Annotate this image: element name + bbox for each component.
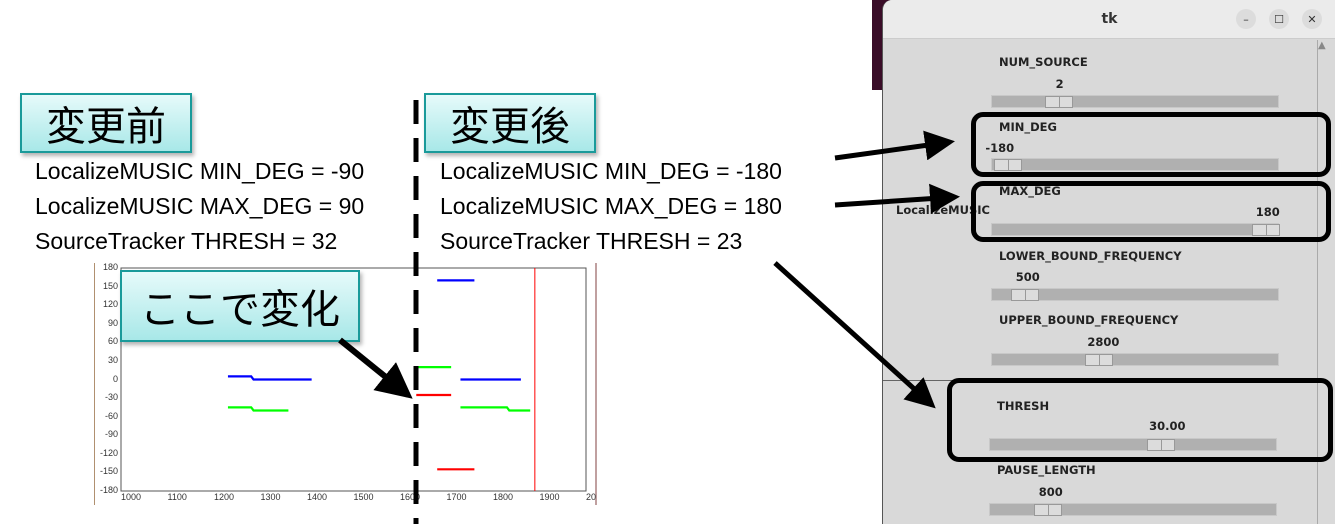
slider-label: UPPER_BOUND_FREQUENCY bbox=[999, 313, 1179, 327]
scroll-up-arrow-icon[interactable]: ▲ bbox=[1318, 40, 1326, 51]
slider-label: LOWER_BOUND_FREQUENCY bbox=[999, 249, 1182, 263]
x-tick-label: 1500 bbox=[353, 492, 374, 502]
after-line-2: LocalizeMUSIC MAX_DEG = 180 bbox=[440, 193, 782, 219]
slider-thumb[interactable] bbox=[994, 159, 1022, 171]
y-tick-label: -180 bbox=[99, 485, 118, 495]
slider-num_source[interactable] bbox=[991, 95, 1279, 108]
tk-window: tk – ☐ ✕ ▲ LocalizeMUSIC NUM_SOURCE 2 MIN_… bbox=[882, 0, 1335, 524]
slider-value: 2 bbox=[1055, 77, 1064, 91]
x-tick-label: 1000 bbox=[121, 492, 142, 502]
slider-upper_bound_frequency[interactable] bbox=[991, 353, 1279, 366]
maximize-button[interactable]: ☐ bbox=[1269, 9, 1289, 29]
arrow-to-chart-change bbox=[338, 337, 413, 399]
slider-label: MAX_DEG bbox=[999, 184, 1061, 198]
arrow-to-thresh bbox=[773, 261, 936, 409]
after-tag-text: 変更後 bbox=[450, 104, 570, 150]
change-tag-text: ここで変化 bbox=[140, 287, 340, 333]
before-line-2: LocalizeMUSIC MAX_DEG = 90 bbox=[35, 193, 365, 219]
slider-thumb[interactable] bbox=[1045, 96, 1073, 108]
y-tick-label: -90 bbox=[104, 429, 118, 440]
slider-value: -180 bbox=[985, 141, 1015, 155]
close-button[interactable]: ✕ bbox=[1302, 9, 1322, 29]
arrow-to-min-deg bbox=[834, 130, 955, 161]
highlight-max-deg bbox=[971, 181, 1331, 242]
track-segment-0 bbox=[227, 375, 312, 381]
slider-thumb[interactable] bbox=[1252, 224, 1280, 236]
y-tick-label: -120 bbox=[99, 447, 118, 458]
title-bar[interactable]: tk – ☐ ✕ bbox=[883, 0, 1335, 39]
y-tick-label: -60 bbox=[104, 410, 118, 421]
x-tick-label: 1300 bbox=[260, 492, 281, 502]
x-tick-label: 1100 bbox=[167, 492, 187, 502]
slider-value: 800 bbox=[1038, 485, 1063, 499]
after-tag: 変更後 bbox=[424, 93, 596, 153]
slider-value: 30.00 bbox=[1149, 419, 1186, 433]
before-line-1: LocalizeMUSIC MIN_DEG = -90 bbox=[35, 158, 365, 184]
after-line-3: SourceTracker THRESH = 23 bbox=[440, 228, 743, 254]
y-tick-label: 180 bbox=[102, 262, 118, 272]
x-tick-label: 1400 bbox=[307, 492, 328, 502]
x-tick-label: 1700 bbox=[446, 492, 467, 502]
track-segment-7 bbox=[460, 406, 531, 412]
slider-thresh[interactable] bbox=[989, 438, 1277, 451]
x-tick-label: 1800 bbox=[493, 492, 514, 502]
y-tick-label: 120 bbox=[102, 299, 118, 310]
before-tag-text: 変更前 bbox=[46, 104, 166, 150]
slider-thumb[interactable] bbox=[1011, 289, 1039, 301]
x-tick-label: 1900 bbox=[539, 492, 560, 502]
y-tick-label: 0 bbox=[112, 373, 118, 384]
x-tick-label: 1600 bbox=[400, 492, 421, 502]
slider-label: THRESH bbox=[997, 399, 1050, 413]
slider-pause_length[interactable] bbox=[989, 503, 1277, 516]
y-tick-label: -30 bbox=[104, 392, 118, 403]
slider-label: MIN_DEG bbox=[999, 120, 1057, 134]
slider-max_deg[interactable] bbox=[991, 223, 1280, 236]
slider-thumb[interactable] bbox=[1085, 354, 1113, 366]
highlight-thresh bbox=[947, 378, 1333, 462]
before-line-3: SourceTracker THRESH = 32 bbox=[35, 228, 338, 254]
change-tag: ここで変化 bbox=[120, 270, 360, 342]
window-title: tk bbox=[1101, 11, 1118, 27]
slider-thumb[interactable] bbox=[1034, 504, 1062, 516]
x-tick-label: 20 bbox=[586, 492, 597, 502]
after-line-1: LocalizeMUSIC MIN_DEG = -180 bbox=[440, 158, 782, 184]
track-segment-1 bbox=[227, 406, 289, 412]
slider-label: PAUSE_LENGTH bbox=[997, 463, 1096, 477]
chart-frame bbox=[94, 263, 597, 505]
before-tag: 変更前 bbox=[20, 93, 192, 153]
slider-lower_bound_frequency[interactable] bbox=[991, 288, 1279, 301]
y-tick-label: 60 bbox=[107, 336, 118, 347]
highlight-min-deg bbox=[971, 112, 1331, 177]
slider-thumb[interactable] bbox=[1147, 439, 1175, 451]
minimize-button[interactable]: – bbox=[1236, 9, 1256, 29]
arrow-to-max-deg bbox=[834, 183, 960, 214]
slider-value: 180 bbox=[1255, 205, 1280, 219]
y-tick-label: 150 bbox=[102, 280, 118, 291]
slider-label: NUM_SOURCE bbox=[999, 55, 1088, 69]
y-tick-label: -150 bbox=[99, 466, 118, 477]
y-tick-label: 90 bbox=[107, 317, 118, 328]
x-tick-label: 1200 bbox=[214, 492, 235, 502]
slider-value: 500 bbox=[1015, 270, 1040, 284]
slider-value: 2800 bbox=[1087, 335, 1120, 349]
y-tick-label: 30 bbox=[107, 354, 118, 365]
slider-min_deg[interactable] bbox=[991, 158, 1279, 171]
